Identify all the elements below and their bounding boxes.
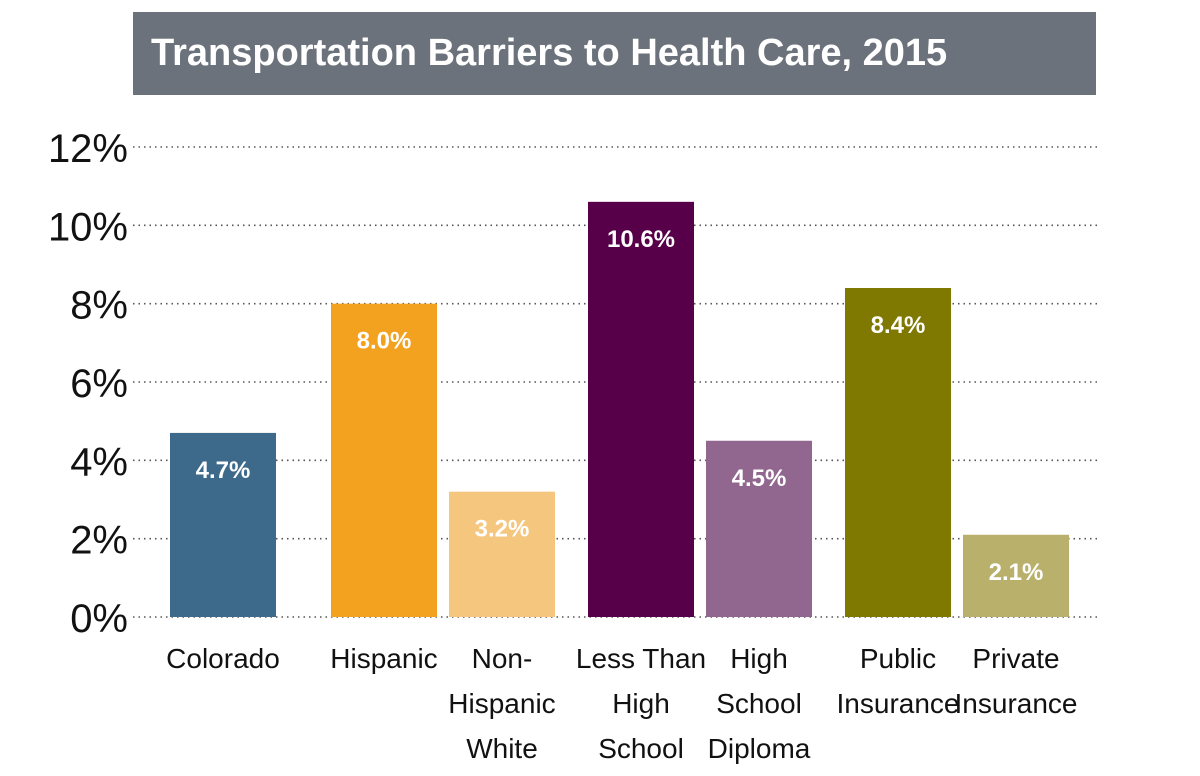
bar [845,288,951,617]
category-label: High [612,688,670,719]
bar [588,201,694,618]
bar-value-label: 10.6% [607,226,675,253]
chart-title: Transportation Barriers to Health Care, … [133,12,1096,95]
bar-value-label: 4.5% [732,465,787,492]
bar [170,432,276,617]
category-label: White [466,733,538,764]
category-label: Private [972,643,1059,674]
category-label: Less Than [576,643,706,674]
category-label: Public [860,643,936,674]
category-label: Non- [472,643,533,674]
y-tick-label: 12% [48,127,128,171]
category-label: Hispanic [330,643,437,674]
category-label: High [730,643,788,674]
bar-value-label: 4.7% [196,457,251,484]
category-label: Diploma [708,733,811,764]
category-label: School [598,733,684,764]
category-label: Insurance [837,688,960,719]
y-tick-label: 0% [70,597,128,641]
category-label: Colorado [166,643,280,674]
category-label: Insurance [955,688,1078,719]
category-label: Hispanic [448,688,555,719]
value-labels: 4.7% 8.0% 3.2% 10.6% 4.5% 8.4% 2.1% [196,226,1044,586]
y-tick-label: 2% [70,519,128,563]
bars [170,201,1069,618]
bar [963,534,1069,617]
bar-value-label: 2.1% [989,559,1044,586]
bar-value-label: 8.0% [357,328,412,355]
bar [706,440,812,617]
y-tick-label: 10% [48,205,128,249]
bar-value-label: 3.2% [475,516,530,543]
bar-value-label: 8.4% [871,312,926,339]
y-tick-label: 6% [70,362,128,406]
category-labels: Colorado Hispanic Non- Hispanic White Less Th… [166,643,1077,764]
y-tick-label: 4% [70,440,128,484]
category-label: School [716,688,802,719]
bar [331,303,437,617]
y-axis-ticks: 0% 2% 4% 6% 8% 10% 12% [48,127,128,641]
y-tick-label: 8% [70,284,128,328]
bar [449,491,555,617]
